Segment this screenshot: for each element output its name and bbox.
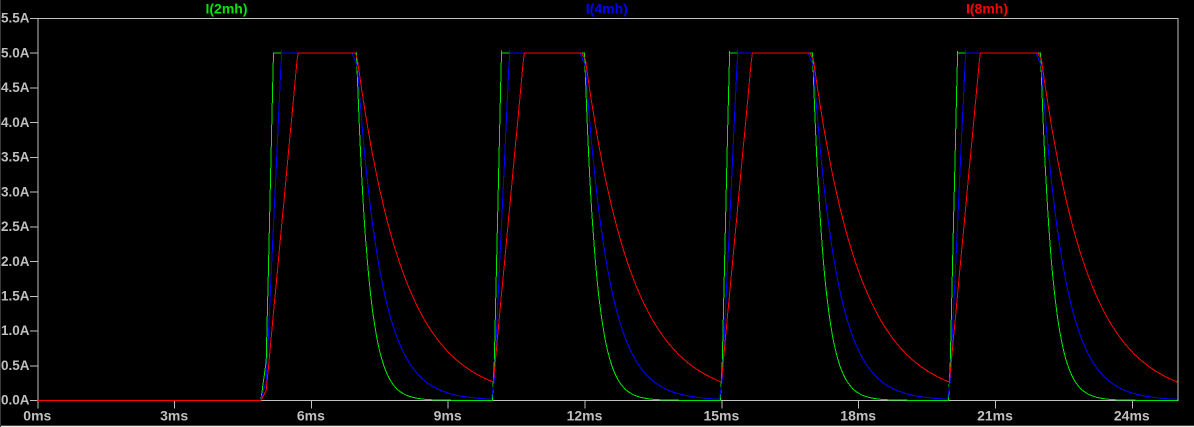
svg-text:I(2mh): I(2mh) bbox=[206, 1, 248, 17]
svg-text:15ms: 15ms bbox=[703, 408, 739, 424]
svg-text:1.0A: 1.0A bbox=[1, 323, 30, 338]
svg-text:0ms: 0ms bbox=[23, 408, 51, 424]
svg-text:2.5A: 2.5A bbox=[1, 219, 30, 234]
svg-text:6ms: 6ms bbox=[297, 408, 325, 424]
svg-text:I(8mh): I(8mh) bbox=[966, 1, 1008, 17]
svg-text:4.0A: 4.0A bbox=[1, 115, 30, 130]
svg-text:18ms: 18ms bbox=[840, 408, 876, 424]
svg-text:24ms: 24ms bbox=[1114, 408, 1150, 424]
svg-text:12ms: 12ms bbox=[567, 408, 603, 424]
svg-text:0.5A: 0.5A bbox=[1, 358, 30, 373]
svg-text:4.5A: 4.5A bbox=[1, 80, 30, 95]
svg-text:5.5A: 5.5A bbox=[1, 11, 30, 26]
svg-text:I(4mh): I(4mh) bbox=[586, 1, 628, 17]
svg-text:1.5A: 1.5A bbox=[1, 289, 30, 304]
svg-text:5.0A: 5.0A bbox=[1, 45, 30, 60]
svg-text:3.0A: 3.0A bbox=[1, 184, 30, 199]
svg-text:3.5A: 3.5A bbox=[1, 150, 30, 165]
svg-text:3ms: 3ms bbox=[160, 408, 188, 424]
svg-text:0.0A: 0.0A bbox=[1, 393, 30, 408]
svg-text:9ms: 9ms bbox=[434, 408, 462, 424]
svg-text:2.0A: 2.0A bbox=[1, 254, 30, 269]
svg-text:21ms: 21ms bbox=[977, 408, 1013, 424]
